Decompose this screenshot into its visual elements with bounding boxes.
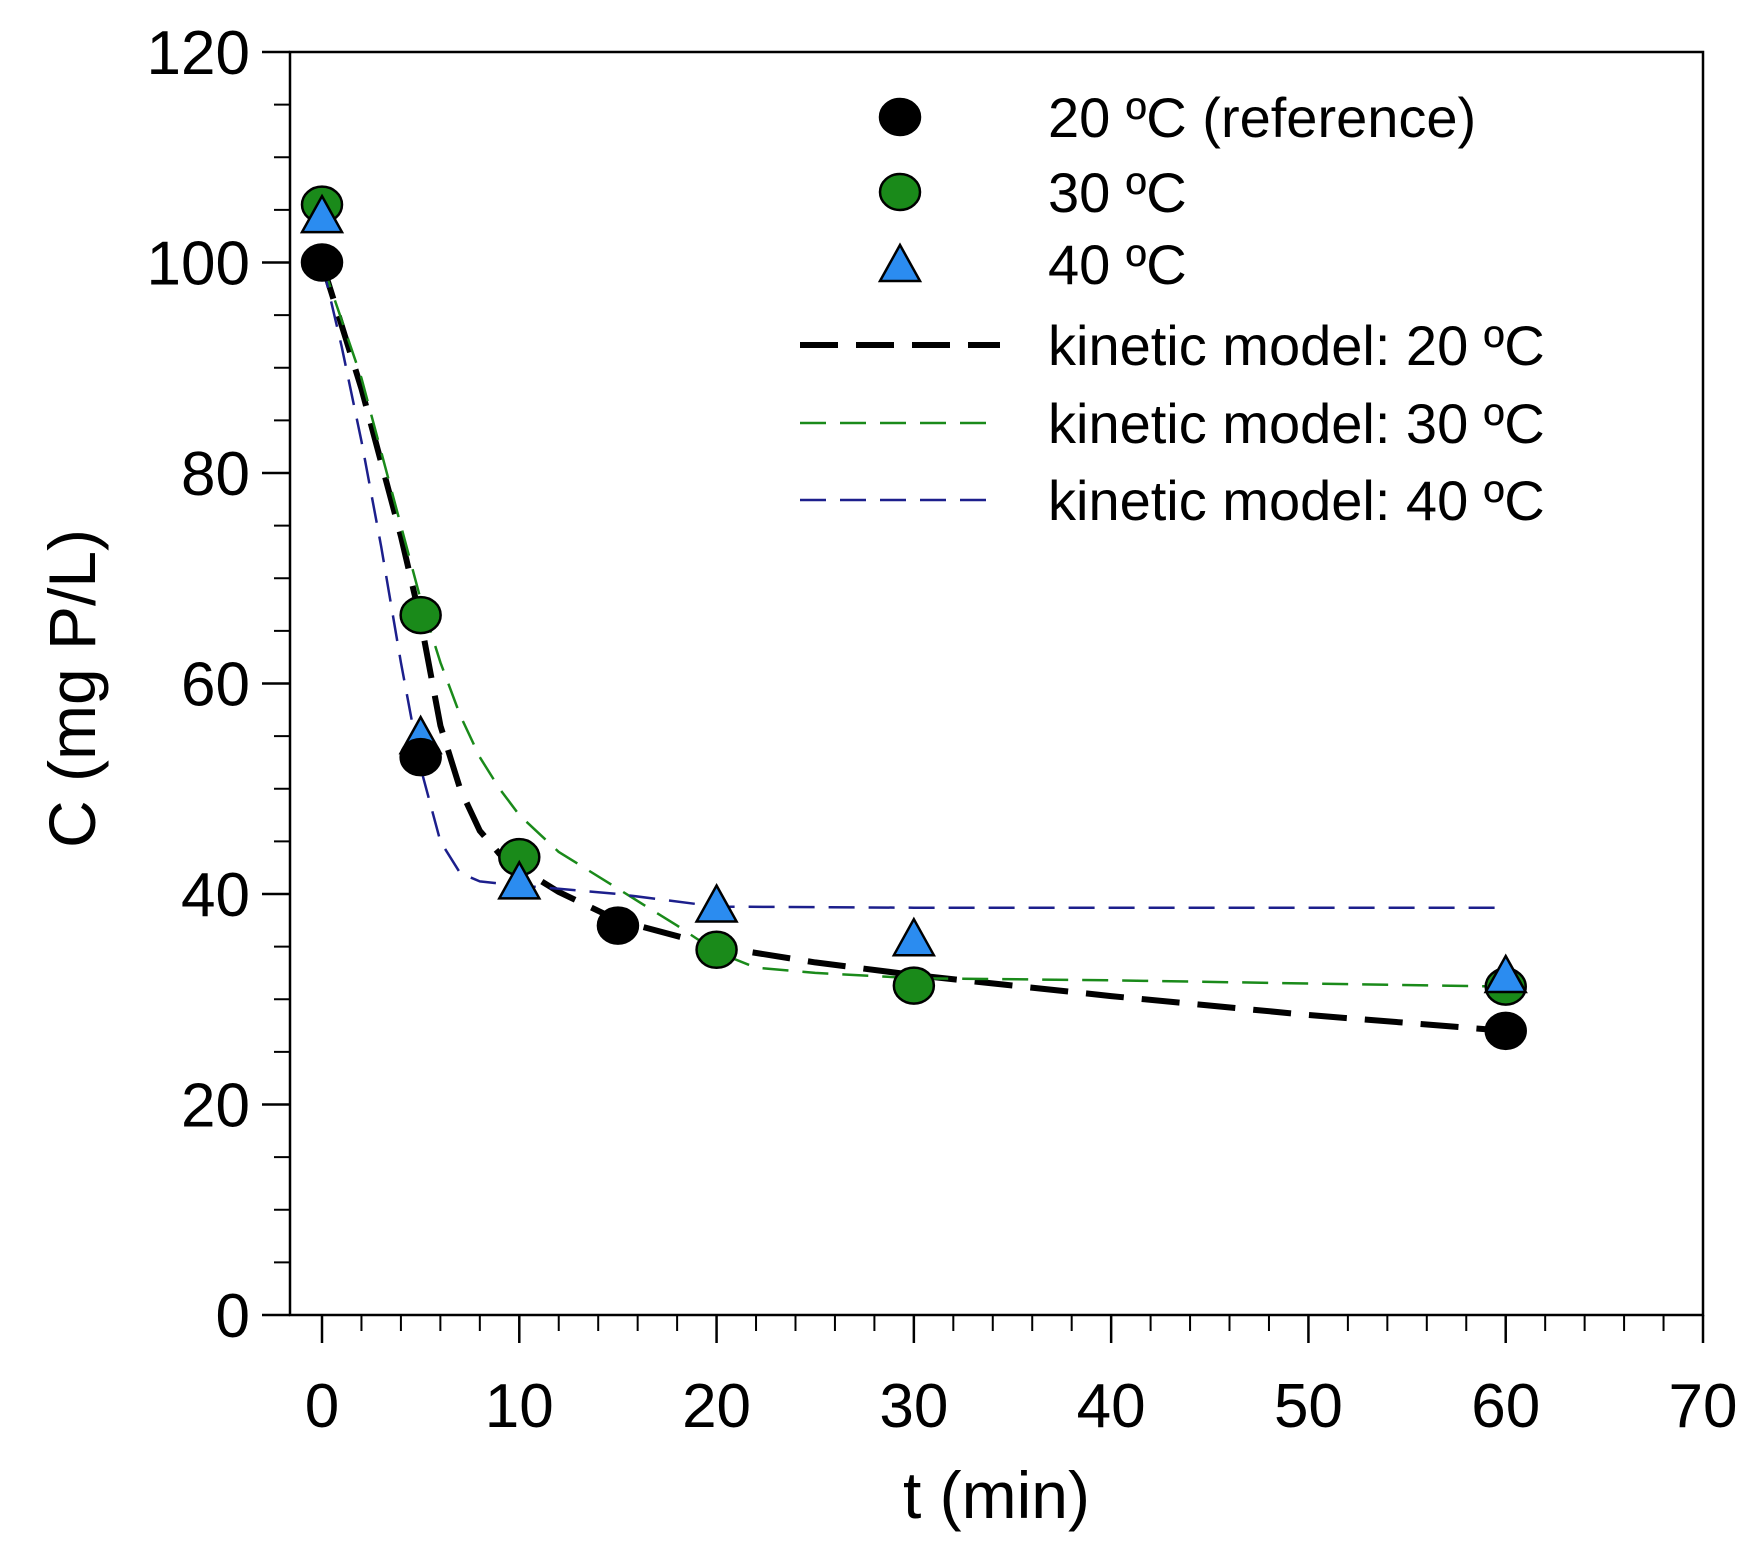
minor-ticks: [274, 103, 1665, 1331]
y-tick-label: 60: [181, 651, 250, 720]
y-tick-label: 40: [181, 861, 250, 930]
x-tick-label: 40: [1077, 1372, 1146, 1441]
legend-label: kinetic model: 20 ºC: [1048, 314, 1545, 377]
y-axis-title: C (mg P/L): [35, 529, 109, 848]
data-point: [892, 966, 936, 1005]
x-tick-label: 20: [682, 1372, 751, 1441]
data-point: [1484, 1011, 1527, 1051]
data-point: [694, 882, 739, 923]
x-tick-label: 0: [305, 1372, 339, 1441]
y-tick-label: 20: [181, 1072, 250, 1141]
y-tick-label: 120: [147, 19, 250, 88]
x-tick-label: 30: [879, 1372, 948, 1441]
legend-marker: [878, 172, 922, 212]
legend-label: kinetic model: 40 ºC: [1048, 469, 1545, 532]
data-point: [596, 906, 640, 945]
y-tick-label: 80: [181, 440, 250, 509]
data-point: [695, 930, 738, 970]
y-tick-label: 100: [147, 230, 250, 299]
x-tick-label: 50: [1274, 1372, 1343, 1441]
y-tick-label: 0: [216, 1282, 250, 1351]
data-point: [399, 595, 442, 635]
data-point: [299, 193, 345, 234]
legend-label: 20 ºC (reference): [1048, 86, 1476, 149]
legend-label: kinetic model: 30 ºC: [1048, 392, 1545, 455]
data-point: [1483, 953, 1528, 994]
x-tick-label: 70: [1669, 1372, 1738, 1441]
legend: 20 ºC (reference) 30 ºC 40 ºC kinetic model…: [800, 86, 1545, 532]
data-point: [399, 737, 442, 777]
legend-label: 40 ºC: [1048, 233, 1187, 296]
plot-area: [299, 185, 1528, 1051]
data-point: [891, 916, 936, 957]
legend-marker: [877, 242, 923, 283]
legend-label: 30 ºC: [1048, 161, 1187, 224]
x-tick-label: 60: [1471, 1372, 1540, 1441]
axes: 0 20 40 60 80 100 120 0 10 20 30 40 50 60 70: [147, 19, 1738, 1441]
x-tick-label: 10: [485, 1372, 554, 1441]
x-axis-title: t (min): [903, 1458, 1090, 1532]
data-point: [497, 859, 542, 900]
data-point: [300, 243, 344, 282]
model-line-kinetic-model-40-c: [320, 262, 1506, 909]
legend-marker: [878, 97, 922, 137]
